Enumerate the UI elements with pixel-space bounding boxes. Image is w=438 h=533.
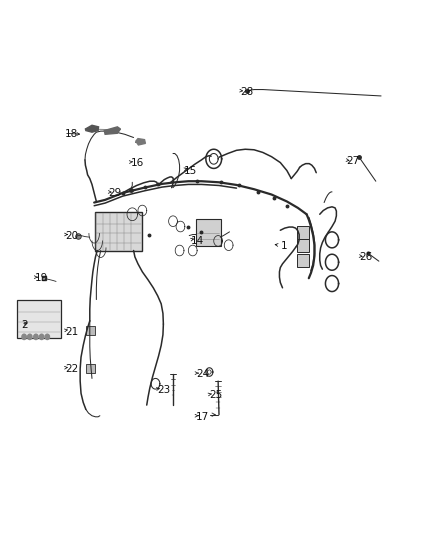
Text: 21: 21: [65, 327, 78, 336]
Text: 19: 19: [35, 273, 48, 283]
Polygon shape: [104, 127, 120, 134]
Text: 14: 14: [191, 236, 204, 246]
FancyBboxPatch shape: [297, 254, 309, 267]
FancyBboxPatch shape: [297, 226, 309, 239]
FancyBboxPatch shape: [196, 219, 221, 246]
Circle shape: [45, 334, 49, 340]
Text: 2: 2: [21, 320, 28, 330]
Text: 16: 16: [131, 158, 144, 168]
Text: 28: 28: [240, 87, 253, 96]
Circle shape: [34, 334, 38, 340]
FancyBboxPatch shape: [297, 239, 309, 252]
Text: 27: 27: [346, 156, 359, 166]
Text: 1: 1: [280, 241, 287, 251]
Text: 29: 29: [109, 188, 122, 198]
Text: 25: 25: [209, 391, 223, 400]
Circle shape: [39, 334, 44, 340]
Text: 23: 23: [157, 385, 170, 395]
Text: 24: 24: [196, 369, 209, 379]
Text: 18: 18: [65, 130, 78, 139]
Polygon shape: [136, 139, 145, 145]
Text: 22: 22: [65, 364, 78, 374]
Text: 20: 20: [65, 231, 78, 240]
FancyBboxPatch shape: [86, 326, 95, 335]
Text: 15: 15: [184, 166, 197, 175]
FancyBboxPatch shape: [17, 300, 61, 338]
Text: 26: 26: [359, 252, 372, 262]
FancyBboxPatch shape: [95, 212, 142, 251]
Polygon shape: [85, 125, 99, 132]
Text: 17: 17: [196, 412, 209, 422]
Circle shape: [22, 334, 26, 340]
FancyBboxPatch shape: [86, 364, 95, 373]
Circle shape: [28, 334, 32, 340]
